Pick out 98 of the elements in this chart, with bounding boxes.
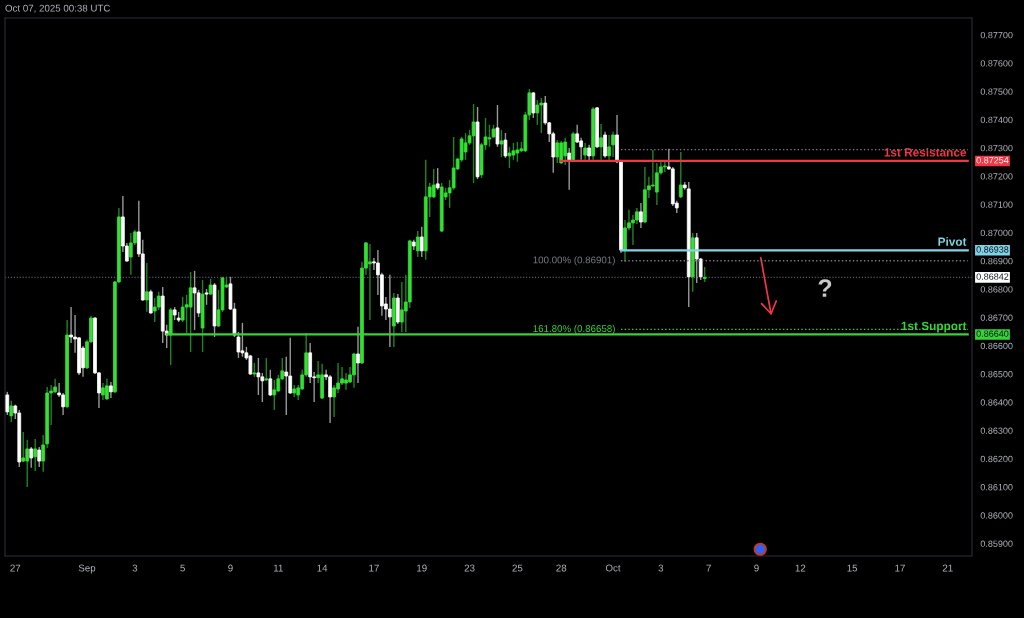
y-tick-label: 0.86400 — [980, 399, 1013, 406]
y-tick-label: 0.87400 — [980, 116, 1013, 124]
candlestick — [37, 446, 42, 468]
candlestick — [499, 129, 504, 158]
x-tick-label: 15 — [847, 564, 858, 572]
candlestick — [192, 270, 197, 331]
candlestick — [419, 226, 424, 258]
x-tick-label: 9 — [754, 564, 759, 572]
y-tick-label: 0.86200 — [980, 455, 1013, 463]
candlestick — [431, 168, 436, 199]
candlestick — [29, 446, 34, 469]
x-tick-label: Oct — [605, 564, 621, 572]
candlestick — [503, 132, 508, 159]
data-label: 0.86938 — [976, 246, 1009, 253]
candlestick — [678, 151, 683, 199]
y-tick-label: 0.86500 — [980, 371, 1013, 378]
candlestick — [356, 326, 360, 384]
annotation: ? — [818, 279, 832, 297]
y-tick-label: 0.87500 — [980, 88, 1013, 95]
candlestick — [435, 167, 440, 191]
candlestick — [284, 356, 289, 416]
candlestick — [531, 91, 536, 119]
x-tick-label: 12 — [795, 564, 806, 572]
candlestick — [487, 124, 492, 148]
candlestick — [463, 132, 468, 161]
x-tick-label: 17 — [369, 564, 379, 572]
candlestick — [368, 243, 372, 321]
candlestick — [148, 289, 153, 315]
x-tick-label: 14 — [317, 564, 328, 572]
candlestick — [320, 363, 324, 400]
data-label: 0.86640 — [976, 330, 1009, 337]
candlestick — [662, 161, 667, 173]
candlestick — [21, 431, 26, 463]
candlestick — [507, 146, 512, 169]
candlestick — [272, 379, 277, 411]
candlestick — [344, 372, 348, 391]
x-tick-label: 21 — [942, 564, 953, 572]
candlestick — [607, 134, 611, 161]
y-tick-label: 0.86900 — [980, 257, 1013, 265]
candlestick — [639, 202, 643, 229]
x-tick-label: 3 — [658, 564, 664, 572]
y-tick-label: 0.87600 — [980, 60, 1013, 67]
x-tick-label: 3 — [132, 564, 138, 572]
candlestick — [352, 352, 356, 389]
y-tick-label: 0.86800 — [980, 286, 1013, 293]
x-tick-label: 23 — [464, 564, 475, 572]
legend-label: 1st Support — [901, 321, 967, 333]
candlestick — [388, 274, 392, 348]
candlestick — [268, 369, 273, 397]
series-label: 1st Resistance — [884, 147, 967, 157]
series-label: 100.00% (0.86901) — [533, 256, 615, 266]
candlestick — [128, 232, 133, 276]
candlestick — [603, 131, 607, 159]
series-label: 161.80% (0.86658) — [533, 324, 615, 334]
x-tick-label: 7 — [706, 564, 711, 572]
series-label: Pivot — [938, 237, 967, 246]
x-tick-label: 5 — [180, 564, 185, 572]
x-tick-label: 28 — [556, 564, 567, 572]
candlestick — [694, 232, 699, 284]
candlestick — [240, 322, 245, 358]
y-tick-label: 0.87000 — [980, 229, 1013, 237]
x-tick-label: Sep — [78, 564, 96, 574]
candlestick — [567, 147, 572, 191]
y-tick-label: 0.86000 — [980, 512, 1013, 519]
y-tick-label: 0.86700 — [980, 314, 1013, 321]
candlestick — [451, 136, 456, 191]
chart-title: Oct 07, 2025 00:38 UTC — [5, 4, 111, 13]
candlestick — [156, 291, 161, 311]
candlestick — [539, 97, 544, 134]
candlestick — [256, 357, 261, 396]
y-tick-label: 0.86600 — [980, 342, 1013, 350]
candlestick — [264, 357, 269, 382]
candlestick — [515, 141, 520, 163]
ref-line-label: 0.86842 — [976, 273, 1009, 280]
candlestick — [5, 391, 10, 416]
x-tick-label: 9 — [228, 564, 233, 572]
candlestick — [144, 262, 149, 313]
data-label: 0.87254 — [976, 157, 1009, 164]
candlestick — [599, 123, 603, 161]
y-tick-label: 0.87200 — [980, 173, 1013, 180]
candlestick — [611, 131, 615, 158]
y-tick-label: 0.87700 — [980, 31, 1013, 39]
x-tick-label: 11 — [273, 564, 283, 572]
candlestick — [495, 104, 500, 148]
candlestick — [328, 374, 332, 424]
x-tick-label: 17 — [895, 564, 905, 572]
candlestick — [471, 103, 476, 184]
candlestick — [535, 99, 540, 126]
x-tick-label: 19 — [417, 564, 427, 572]
candlestick — [563, 137, 568, 166]
y-tick-label: 0.86100 — [980, 484, 1013, 491]
candlestick — [33, 438, 38, 472]
y-tick-label: 0.85900 — [980, 540, 1013, 547]
x-tick-label: 27 — [10, 564, 21, 572]
x-tick-label: 25 — [512, 564, 523, 572]
y-tick-label: 0.87300 — [980, 144, 1013, 152]
y-tick-label: 0.86300 — [980, 427, 1013, 434]
y-tick-label: 0.87100 — [980, 201, 1013, 208]
